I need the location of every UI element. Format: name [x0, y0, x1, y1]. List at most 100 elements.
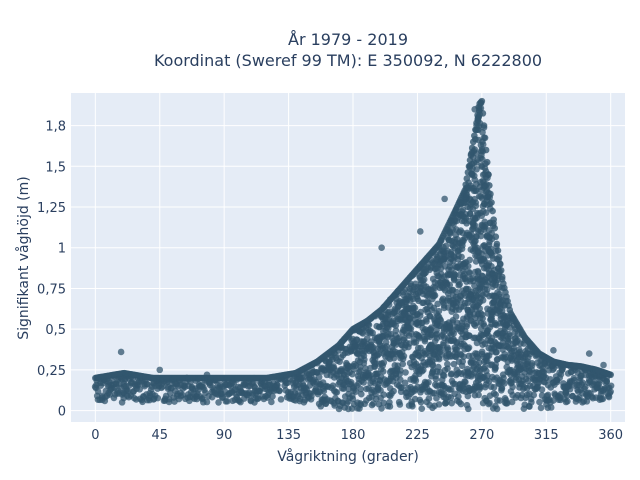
x-tick-label: 270 — [469, 428, 494, 443]
scatter-point — [483, 286, 491, 293]
scatter-point — [489, 207, 496, 215]
x-tick-label: 45 — [151, 428, 168, 443]
scatter-point — [379, 368, 387, 375]
x-tick-label: 360 — [598, 428, 623, 443]
scatter-point — [417, 398, 425, 406]
scatter-point — [428, 324, 435, 332]
y-tick-label: 1,5 — [45, 160, 66, 175]
scatter-point — [435, 401, 443, 408]
scatter-point — [477, 104, 485, 112]
scatter-point — [465, 268, 473, 276]
x-tick-label: 315 — [534, 428, 559, 443]
scatter-point — [493, 240, 501, 248]
scatter-point — [450, 360, 458, 368]
scatter-point — [420, 276, 428, 283]
scatter-point — [397, 376, 404, 384]
y-tick-label: 0,5 — [45, 323, 66, 338]
scatter-point — [308, 392, 315, 400]
scatter-point — [361, 356, 368, 363]
scatter-point — [536, 398, 543, 406]
scatter-point — [396, 401, 404, 408]
scatter-point — [432, 375, 440, 383]
scatter-point — [494, 247, 502, 254]
scatter-point — [401, 379, 409, 387]
scatter-point — [435, 307, 443, 315]
y-axis-ticks: 0 0,25 0,5 0,75 1 1,25 1,5 1,8 — [37, 120, 66, 420]
scatter-point — [386, 403, 394, 410]
scatter-point — [425, 395, 433, 402]
scatter-point — [464, 392, 472, 400]
scatter-point — [480, 322, 488, 330]
scatter-point — [269, 392, 276, 400]
scatter-point — [547, 404, 555, 411]
scatter-point — [215, 399, 222, 406]
scatter-point — [550, 397, 557, 404]
y-tick-label: 1,8 — [45, 120, 66, 135]
scatter-point — [537, 404, 545, 412]
scatter-point — [277, 396, 285, 403]
scatter-point — [471, 105, 478, 113]
scatter-point — [480, 122, 488, 129]
scatter-point — [530, 391, 538, 399]
scatter-point — [223, 398, 231, 405]
scatter-point — [365, 321, 373, 329]
scatter-point — [585, 350, 593, 357]
scatter-point — [471, 221, 479, 229]
scatter-point — [268, 398, 275, 406]
scatter-point — [607, 388, 614, 395]
scatter-point — [479, 296, 487, 304]
scatter-point — [500, 374, 507, 382]
scatter-point — [528, 359, 536, 367]
x-axis-ticks: 0 45 90 135 180 225 270 315 360 — [91, 428, 623, 443]
scatter-point — [417, 308, 424, 316]
scatter-point — [607, 371, 614, 379]
scatter-point — [506, 332, 514, 340]
chart-title: År 1979 - 2019 Koordinat (Sweref 99 TM):… — [154, 30, 542, 70]
scatter-point — [498, 385, 506, 392]
scatter-point — [136, 386, 143, 393]
scatter-point — [408, 401, 416, 408]
scatter-point — [398, 384, 406, 391]
scatter-point — [484, 171, 492, 178]
scatter-point — [203, 371, 211, 379]
scatter-point — [473, 165, 480, 173]
scatter-point — [509, 383, 516, 391]
scatter-point — [399, 360, 407, 368]
scatter-point — [434, 300, 441, 308]
scatter-point — [486, 182, 493, 189]
scatter-point — [487, 190, 494, 198]
scatter-point — [515, 346, 523, 353]
scatter-point — [490, 384, 498, 391]
scatter-point — [411, 304, 419, 312]
scatter-point — [357, 385, 365, 393]
scatter-point — [446, 281, 454, 289]
scatter-point — [378, 244, 385, 252]
scatter-point — [482, 146, 490, 154]
scatter-point — [412, 377, 420, 384]
scatter-point — [380, 391, 388, 398]
scatter-point — [156, 366, 164, 374]
scatter-point — [425, 379, 432, 386]
y-tick-label: 0,25 — [37, 364, 66, 379]
scatter-point — [566, 385, 574, 393]
x-tick-label: 180 — [341, 428, 366, 443]
scatter-point — [486, 399, 493, 407]
scatter-point — [462, 378, 469, 386]
scatter-point — [378, 405, 385, 412]
scatter-point — [390, 387, 397, 395]
scatter-point — [471, 282, 478, 289]
x-axis-title: Vågriktning (grader) — [277, 448, 419, 465]
scatter-point — [492, 391, 499, 399]
scatter-point — [448, 399, 455, 407]
scatter-point — [407, 325, 415, 332]
scatter-point — [538, 386, 546, 393]
scatter-point — [444, 360, 451, 368]
chart-title-line-2: Koordinat (Sweref 99 TM): E 350092, N 62… — [154, 51, 542, 70]
scatter-point — [276, 387, 283, 395]
scatter-point — [491, 224, 499, 232]
scatter-point — [94, 388, 102, 395]
scatter-point — [456, 281, 463, 288]
scatter-point — [464, 262, 472, 270]
scatter-point — [501, 380, 508, 387]
